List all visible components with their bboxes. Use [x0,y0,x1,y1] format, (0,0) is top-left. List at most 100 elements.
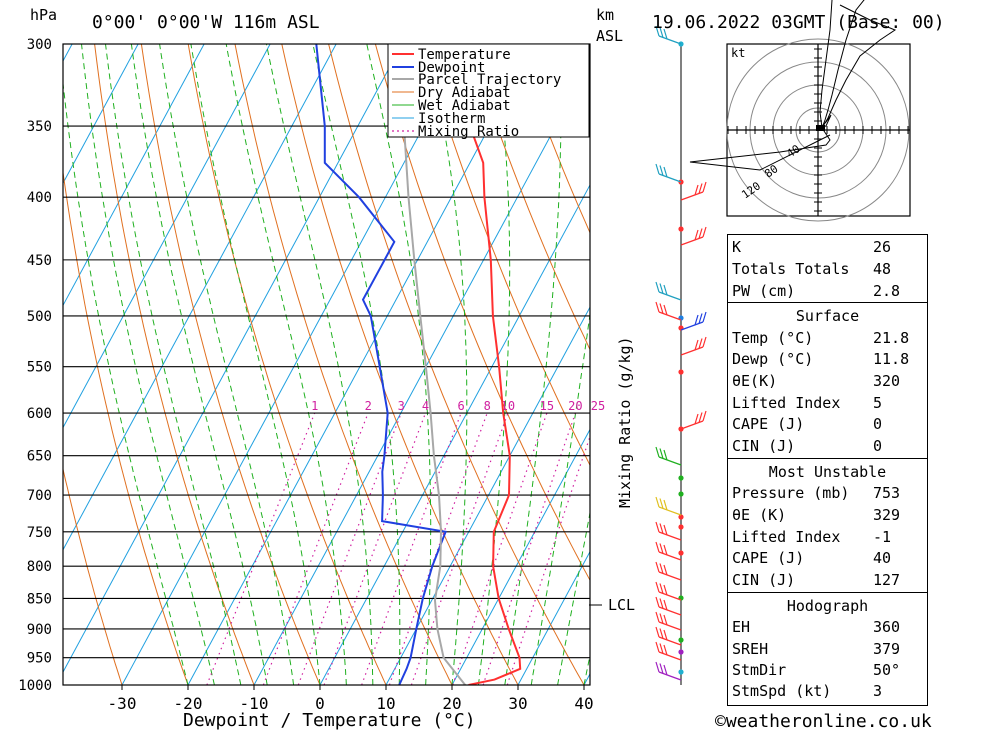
mixing-ratio-label: 8 [484,399,491,413]
surface-dewp-value: 11.8 [873,350,910,368]
pressure-tick-label: 1000 [18,678,52,694]
sreh-label: SREH [732,640,769,658]
wind-level-dot [678,550,684,556]
legend-temperature: Temperature [418,47,511,63]
dry-adiabat-line [468,44,590,351]
wind-level-dot [678,649,684,655]
wind-barb [680,336,707,356]
surface-li-label: Lifted Index [732,394,841,412]
surface-theta-label: θE(K) [732,372,778,390]
surface-dewp-label: Dewp (°C) [732,350,814,368]
mixing-ratio-label: 1 [311,399,318,413]
mixing-ratio-label: 6 [457,399,464,413]
surface-cin-value: 0 [873,437,883,455]
mixing-ratio-line [452,412,548,685]
mixing-ratio-line [361,412,462,685]
wind-barb [655,641,682,661]
axis-ticks: -30 -20 -10 0 10 20 30 40 [108,685,594,713]
pressure-tick-label: 650 [27,449,52,465]
dry-adiabat-line [984,44,1000,685]
pressure-tick-label: 800 [27,559,52,575]
lcl-label: LCL [608,596,635,614]
mixing-ratio-axis-label: Mixing Ratio (g/kg) [616,336,634,508]
wind-level-dot [678,524,684,530]
wind-barb [655,596,682,616]
hpa-axis-unit: hPa [30,6,57,24]
legend-dry-adiabat: Dry Adiabat [418,85,511,101]
mixing-ratio-line [482,412,576,685]
surface-li-value: 5 [873,394,883,412]
surface-cape-label: CAPE (J) [732,415,805,433]
indices-box: K 26 Totals Totals 48 PW (cm) 2.8 [727,234,928,304]
pw-label: PW (cm) [732,282,796,300]
isotherm-line [517,550,590,685]
wet-adiabat-line [105,44,242,685]
temperature-tick-label: -10 [240,694,269,713]
mu-pressure-value: 753 [873,484,901,502]
stmdir-label: StmDir [732,661,787,679]
temperature-tick-label: 0 [315,694,325,713]
wind-barb [655,561,682,581]
mu-li-value: -1 [873,528,892,546]
most-unstable-title: Most Unstable [768,463,887,481]
temperature-tick-label: -20 [174,694,203,713]
dry-adiabat-line [140,44,321,685]
isotherm-line [63,44,337,551]
mixing-ratio-line [206,412,316,685]
wind-barb [655,626,682,646]
wind-barb [655,521,682,541]
pressure-tick-label: 850 [27,591,52,607]
wet-adiabat-line [366,44,432,685]
most-unstable-box: Most Unstable Pressure (mb) 753 θE (K) 3… [727,458,928,594]
eh-label: EH [732,618,751,636]
mixing-ratio-line [323,412,427,685]
totals-totals-label: Totals Totals [732,260,850,278]
pressure-tick-label: 900 [27,622,52,638]
pressure-tick-label: 450 [27,253,52,269]
wet-adiabat-line [63,79,189,685]
hodograph-title: Hodograph [786,597,869,615]
isotherm-line [253,61,590,685]
sounding-series [315,44,522,685]
mixing-ratio-label: 4 [422,399,429,413]
wet-adiabat-line [427,44,468,685]
series-dewpoint [315,44,447,685]
hodograph-stats-box: Hodograph EH 360 SREH 379 StmDir 50° Stm… [727,592,928,706]
mixing-ratio-labels: 1 2 3 4 6 8 10 15 20 25 [311,399,605,413]
wind-barb [680,410,707,430]
hodograph-origin-marker [816,125,825,131]
legend-mixing-ratio: Mixing Ratio [418,124,519,140]
pw-value: 2.8 [873,282,901,300]
eh-value: 360 [873,618,901,636]
isotherm-line [187,44,535,685]
wet-adiabat-line [504,44,562,685]
wind-barb [655,611,682,631]
series-parcel-trajectory [387,44,466,685]
wet-adiabat-line [81,44,215,685]
wet-adiabat-line [557,510,590,685]
copyright-text: ©weatheronline.co.uk [715,711,932,732]
wind-barb [680,311,707,331]
wind-level-dot [678,637,684,643]
dry-adiabat-line [515,44,590,234]
pressure-tick-label: 550 [27,360,52,376]
pressure-tick-label: 950 [27,651,52,667]
pressure-tick-label: 300 [27,37,52,53]
isotherm-line [121,44,469,685]
wind-barb [680,181,707,201]
wind-level-dot [678,491,684,497]
legend-parcel: Parcel Trajectory [418,72,561,88]
mu-cape-value: 40 [873,549,892,567]
temperature-tick-label: 10 [376,694,395,713]
isotherm-line [63,44,205,307]
mixing-ratio-label: 25 [591,399,605,413]
wind-level-dot [678,514,684,520]
legend: Temperature Dewpoint Parcel Trajectory D… [387,43,590,140]
mixing-ratio-label: 20 [568,399,582,413]
surface-cape-value: 0 [873,415,883,433]
mixing-ratio-label: 3 [398,399,405,413]
stmdir-value: 50° [873,661,901,679]
wind-barb [655,661,682,681]
temperature-tick-label: 30 [508,694,527,713]
pressure-tick-label: 500 [27,309,52,325]
